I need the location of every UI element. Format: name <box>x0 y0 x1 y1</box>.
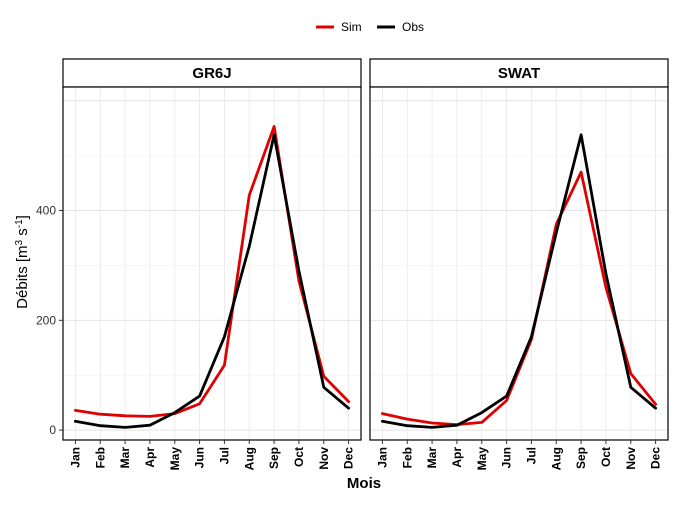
panel-title: GR6J <box>192 65 231 82</box>
x-tick-label: Nov <box>317 447 331 470</box>
y-tick-label: 200 <box>36 313 56 327</box>
x-tick-label: Feb <box>93 447 107 468</box>
y-axis: 0 200 400 <box>36 204 63 438</box>
x-tick-label: Dec <box>342 447 356 469</box>
plot-area <box>370 87 668 440</box>
x-tick-label: Jun <box>193 447 207 468</box>
x-tick-label: Mar <box>425 447 439 469</box>
x-tick-label: Aug <box>549 447 563 470</box>
panel-title: SWAT <box>498 65 540 82</box>
legend: Sim Obs <box>316 20 424 34</box>
x-tick-label: Apr <box>143 447 157 468</box>
x-tick-label: Sep <box>267 447 281 469</box>
x-tick-label: Apr <box>450 447 464 468</box>
x-tick-label: Nov <box>624 447 638 470</box>
panel-gr6j: GR6J Jan Feb Mar Apr May Jun Jul Aug Sep Oct Nov Dec <box>63 59 361 470</box>
x-tick-label: Jan <box>68 447 82 468</box>
panel-swat: SWAT Jan Feb Mar Apr May Jun Jul Aug Sep Oct Nov Dec <box>370 59 668 470</box>
x-tick-label: Feb <box>400 447 414 468</box>
x-tick-label: Jul <box>217 447 231 464</box>
x-tick-label: Oct <box>292 447 306 467</box>
x-tick-label: Dec <box>649 447 663 469</box>
legend-sim-label: Sim <box>341 20 362 34</box>
x-tick-label: Jul <box>524 447 538 464</box>
y-axis-title: Débits [m3 s-1] <box>14 215 32 309</box>
x-tick-label: Sep <box>574 447 588 469</box>
x-axis-title: Mois <box>347 475 381 492</box>
y-tick-label: 400 <box>36 204 56 218</box>
y-tick-label: 0 <box>49 423 56 437</box>
legend-obs-label: Obs <box>402 20 424 34</box>
x-tick-label: Oct <box>599 447 613 467</box>
x-tick-label: Mar <box>118 447 132 469</box>
x-tick-label: Jan <box>375 447 389 468</box>
x-tick-label: Jun <box>500 447 514 468</box>
x-tick-label: May <box>475 447 489 471</box>
x-tick-label: May <box>168 447 182 471</box>
x-tick-label: Aug <box>242 447 256 470</box>
